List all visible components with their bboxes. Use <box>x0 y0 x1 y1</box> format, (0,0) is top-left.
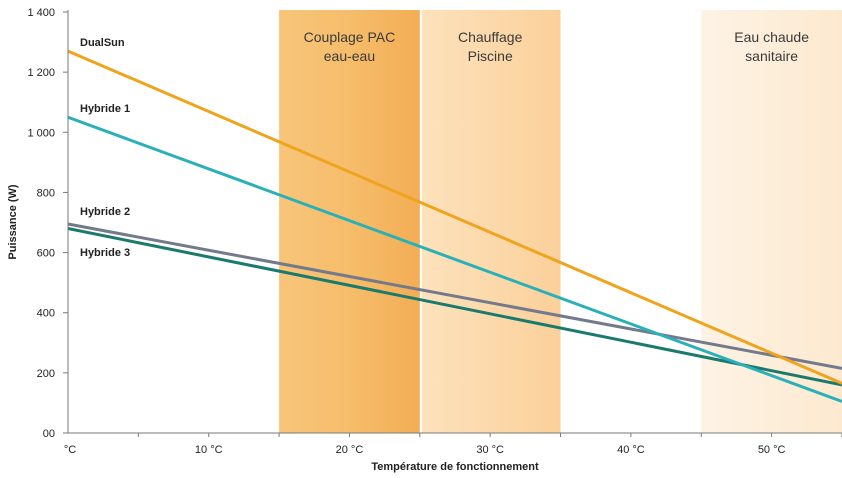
x-tick-label-4: 40 °C <box>617 444 645 456</box>
series-line-1 <box>67 115 842 403</box>
x-tick-label-5: 50 °C <box>758 444 786 456</box>
x-tick-label-3: 30 °C <box>476 444 504 456</box>
y-tick-label-6: 1 200 <box>27 67 55 79</box>
y-tick-label-2: 400 <box>37 308 55 320</box>
y-tick-label-5: 1 000 <box>27 127 55 139</box>
series-label-2: Hybride 2 <box>80 206 130 218</box>
y-axis-title: Puissance (W) <box>7 184 19 260</box>
x-tick-label-0: °C <box>64 444 76 456</box>
series-layer <box>67 49 842 403</box>
x-axis-title: Température de fonctionnement <box>371 461 539 473</box>
series-line-3 <box>67 227 842 387</box>
y-tick-label-4: 800 <box>37 187 55 199</box>
band-1-label-0: Chauffage <box>458 29 523 45</box>
y-tick-label-7: 1 400 <box>27 7 55 19</box>
labels-layer: DualSun Hybride 1 Hybride 2 Hybride 3 <box>80 37 130 259</box>
band-2-label-1: sanitaire <box>745 48 798 64</box>
band-1 <box>421 10 561 433</box>
x-tick-label-2: 20 °C <box>336 444 364 456</box>
band-0-label-1: eau-eau <box>324 48 375 64</box>
band-1-label-1: Piscine <box>468 48 513 64</box>
y-tick-label-1: 200 <box>37 368 55 380</box>
series-label-1: Hybride 1 <box>80 103 130 115</box>
axes-layer: 00 200 400 600 800 1 000 1 200 1 400 °C 10 °C 20 °… <box>27 7 842 456</box>
y-tick-label-0: 00 <box>43 428 55 440</box>
series-label-0: DualSun <box>80 37 125 49</box>
band-2-label-0: Eau chaude <box>734 29 809 45</box>
y-tick-label-3: 600 <box>37 248 55 260</box>
x-tick-label-1: 10 °C <box>195 444 223 456</box>
series-line-0 <box>67 49 842 385</box>
band-0-label-0: Couplage PAC <box>304 29 396 45</box>
series-label-3: Hybride 3 <box>80 247 130 259</box>
series-line-2 <box>67 222 842 370</box>
